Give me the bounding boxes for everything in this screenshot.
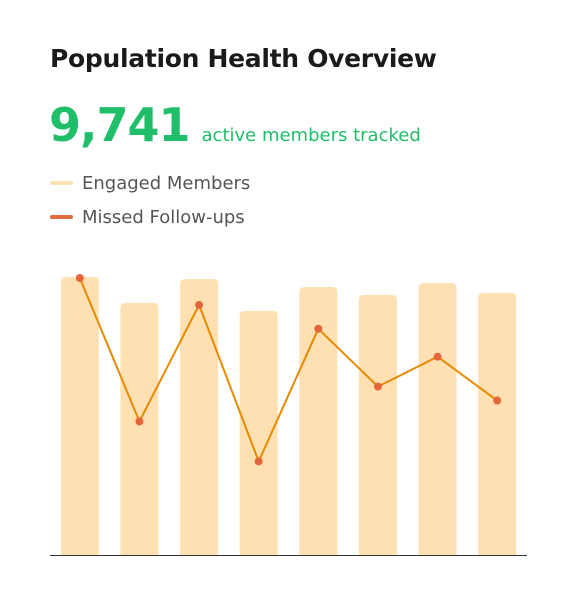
point-missed-4 (254, 457, 263, 466)
legend-label-missed: Missed Follow-ups (82, 206, 245, 228)
point-missed-7 (433, 352, 442, 361)
point-missed-1 (75, 273, 84, 282)
bar-engaged-7 (418, 282, 457, 555)
bar-engaged-4 (239, 310, 278, 555)
point-missed-5 (314, 324, 323, 333)
legend-label-engaged: Engaged Members (82, 172, 251, 194)
point-missed-2 (135, 417, 144, 426)
bar-engaged-8 (478, 292, 517, 555)
bar-engaged-3 (180, 278, 219, 555)
bar-engaged-2 (120, 302, 159, 555)
bar-engaged-6 (358, 294, 397, 555)
kpi-value: 9,741 (49, 98, 191, 152)
kpi-label: active members tracked (201, 125, 421, 146)
bar-engaged-1 (60, 276, 99, 555)
point-missed-6 (373, 382, 382, 391)
legend: Engaged Members Missed Follow-ups (50, 172, 250, 240)
legend-item-engaged: Engaged Members (50, 172, 250, 194)
legend-swatch-engaged (50, 181, 73, 185)
legend-item-missed: Missed Follow-ups (50, 206, 250, 228)
kpi-summary: 9,741 active members tracked (49, 98, 421, 152)
legend-swatch-missed (50, 215, 73, 219)
point-missed-8 (493, 396, 502, 405)
bar-engaged-5 (299, 286, 338, 555)
chart-title: Population Health Overview (50, 44, 437, 73)
point-missed-3 (195, 300, 204, 309)
line-missed-followups (78, 277, 498, 463)
